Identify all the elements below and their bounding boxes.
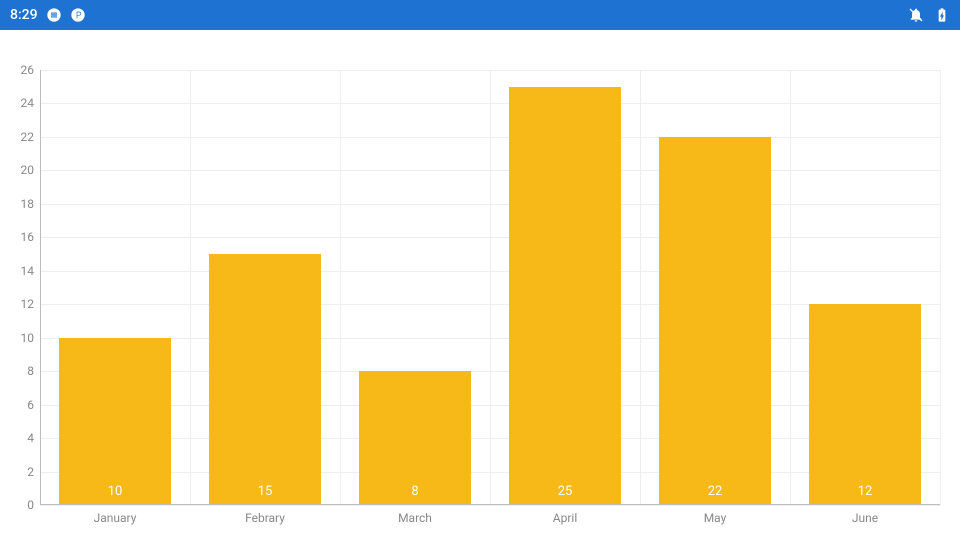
y-tick-label: 12 — [21, 297, 41, 311]
gridline-v — [940, 70, 941, 505]
gridline-v — [790, 70, 791, 505]
x-tick-label: April — [553, 505, 577, 525]
bar: 12 — [809, 304, 922, 505]
bar-value-label: 12 — [858, 484, 873, 499]
bar-chart: 0246810121416182022242610January15Febrar… — [0, 30, 960, 540]
bar: 8 — [359, 371, 472, 505]
bar: 15 — [209, 254, 322, 505]
mute-icon — [908, 7, 924, 23]
x-tick-label: June — [852, 505, 878, 525]
y-tick-label: 0 — [27, 498, 40, 512]
y-tick-label: 2 — [27, 465, 40, 479]
y-tick-label: 16 — [21, 230, 41, 244]
y-tick-label: 6 — [27, 398, 40, 412]
y-tick-label: 26 — [21, 63, 41, 77]
gridline-h — [40, 505, 940, 506]
x-tick-label: Febrary — [245, 505, 285, 525]
x-tick-label: March — [398, 505, 432, 525]
battery-charging-icon — [934, 7, 950, 23]
status-bar-right — [908, 7, 950, 23]
y-tick-label: 4 — [27, 431, 40, 445]
gridline-v — [640, 70, 641, 505]
p-icon — [70, 7, 86, 23]
y-tick-label: 14 — [21, 264, 41, 278]
x-axis-line — [40, 504, 940, 505]
bar: 10 — [59, 338, 172, 505]
y-tick-label: 24 — [21, 96, 41, 110]
android-status-bar: 8:29 — [0, 0, 960, 30]
bar: 25 — [509, 87, 622, 505]
y-tick-label: 8 — [27, 364, 40, 378]
status-time: 8:29 — [10, 7, 38, 23]
status-bar-left: 8:29 — [10, 7, 86, 23]
bar: 22 — [659, 137, 772, 505]
bar-value-label: 15 — [258, 484, 273, 499]
gridline-v — [490, 70, 491, 505]
bar-value-label: 10 — [108, 484, 123, 499]
bar-value-label: 8 — [411, 484, 418, 499]
gridline-v — [190, 70, 191, 505]
x-tick-label: May — [704, 505, 727, 525]
y-axis-line — [40, 70, 41, 505]
bar-value-label: 22 — [708, 484, 723, 499]
x-tick-label: January — [94, 505, 137, 525]
y-tick-label: 18 — [21, 197, 41, 211]
y-tick-label: 20 — [21, 163, 41, 177]
bar-value-label: 25 — [558, 484, 573, 499]
media-icon — [46, 7, 62, 23]
y-tick-label: 10 — [21, 331, 41, 345]
gridline-v — [340, 70, 341, 505]
chart-plot-area: 0246810121416182022242610January15Febrar… — [40, 70, 940, 505]
y-tick-label: 22 — [21, 130, 41, 144]
